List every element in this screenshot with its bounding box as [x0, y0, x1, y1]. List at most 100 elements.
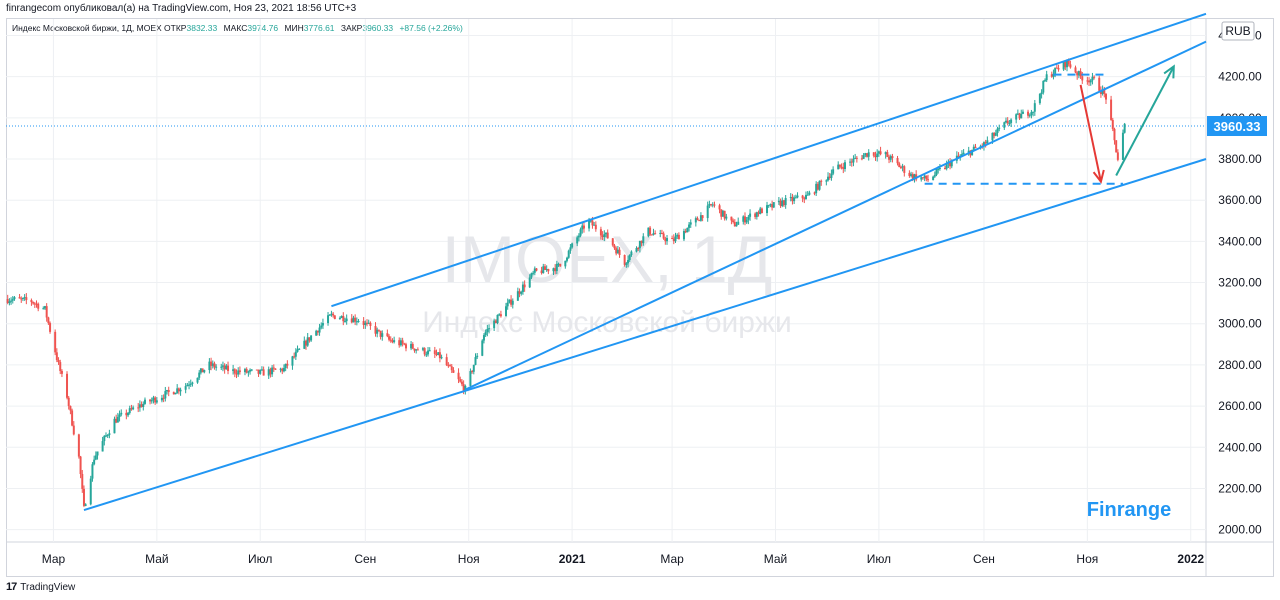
candle-body: [143, 399, 146, 404]
candle-body: [1081, 76, 1084, 81]
close-label: ЗАКР: [340, 23, 363, 33]
candle-body: [671, 238, 674, 240]
candle-body: [291, 356, 294, 366]
candle-body: [898, 163, 901, 168]
candle-body: [374, 325, 377, 334]
candle-body: [1066, 59, 1069, 68]
candle-body: [1050, 74, 1053, 77]
candle-body: [1110, 99, 1113, 120]
candle-body: [815, 183, 818, 194]
candle-body: [866, 153, 869, 157]
candle-body: [398, 340, 401, 346]
arrow-down[interactable]: [1079, 84, 1102, 182]
candle-body: [30, 300, 33, 303]
candle-body: [282, 368, 285, 372]
arrow-up-head-icon: [1163, 64, 1175, 79]
candle-body: [199, 368, 202, 373]
candle-body: [832, 169, 835, 174]
candle-body: [652, 233, 655, 235]
candle-body: [188, 384, 191, 386]
candle-body: [594, 224, 597, 230]
candle-body: [315, 330, 318, 336]
channel-line[interactable]: [83, 158, 1207, 512]
candle-body: [903, 166, 906, 173]
candle-body: [888, 156, 891, 160]
candle-body: [43, 306, 46, 309]
candle-body: [982, 142, 985, 147]
candle-body: [486, 328, 489, 332]
change-value: +87.56 (+2.26%): [399, 23, 463, 33]
candle-body: [447, 365, 450, 367]
candle-body: [745, 219, 748, 223]
candle-body: [577, 235, 580, 238]
candle-body: [488, 328, 491, 330]
candle-body: [757, 212, 760, 214]
candle-body: [101, 441, 104, 452]
candle-body: [793, 197, 796, 202]
candle-body: [945, 163, 948, 169]
candle-body: [260, 369, 263, 371]
candle-body: [855, 157, 858, 159]
candle-body: [198, 372, 201, 378]
candle-body: [638, 240, 641, 249]
candle-body: [599, 229, 602, 236]
candle-body: [321, 323, 324, 326]
candle-body: [566, 257, 569, 261]
candle-body: [1006, 120, 1009, 124]
candle-body: [1123, 123, 1126, 133]
candle-body: [128, 408, 131, 414]
open-label: ОТКР: [164, 23, 187, 33]
candle-body: [650, 234, 653, 236]
candle-body: [476, 355, 479, 358]
candle-body: [520, 291, 523, 294]
candle-body: [711, 204, 714, 206]
candle-body: [769, 204, 772, 206]
candle-body: [1067, 59, 1070, 65]
candle-body: [364, 322, 367, 325]
candle-body: [1086, 80, 1089, 82]
candle-body: [772, 202, 775, 208]
candle-body: [293, 356, 296, 358]
candle-body: [789, 196, 792, 199]
candle-body: [1077, 71, 1080, 76]
channel-line[interactable]: [331, 12, 1207, 308]
candle-body: [215, 366, 218, 368]
time-axis[interactable]: Мар Май Июл Сен Ноя 2021 Мар Май Июл Сен Ноя 2022: [42, 552, 1205, 566]
candle-body: [838, 164, 841, 167]
candle-body: [933, 174, 936, 177]
candle-body: [84, 504, 87, 506]
candle-body: [1113, 128, 1116, 141]
candle-body: [1043, 80, 1046, 82]
candle-body: [296, 349, 299, 352]
y-tick-label: 3000.00: [1218, 317, 1262, 331]
candle-body: [54, 331, 57, 353]
candle-body: [635, 248, 638, 252]
candle-body: [627, 260, 630, 264]
candle-body: [747, 216, 750, 220]
price-axis[interactable]: 2000.00 2200.00 2400.00 2600.00 2800.00 3000.…: [1207, 21, 1267, 537]
candle-body: [816, 183, 819, 190]
candle-body: [567, 250, 570, 258]
candle-body: [350, 318, 353, 323]
candle-body: [333, 315, 336, 319]
candle-body: [462, 384, 465, 392]
candle-body: [149, 399, 152, 402]
drawings[interactable]: [83, 12, 1207, 512]
candle-body: [708, 204, 711, 206]
candle-body: [605, 232, 607, 235]
candle-body: [713, 204, 716, 206]
high-label: МАКС: [223, 23, 248, 33]
candle-body: [342, 315, 345, 322]
open-value: 3832.33: [186, 23, 218, 33]
candle-body: [450, 366, 453, 371]
candle-body: [749, 213, 752, 217]
x-tick-label: Май: [764, 552, 788, 566]
candle-body: [552, 268, 555, 272]
candle-body: [660, 232, 663, 234]
channel-line[interactable]: [464, 40, 1207, 391]
candle-body: [362, 321, 365, 325]
candle-body: [369, 322, 372, 326]
arrow-up[interactable]: [1115, 65, 1175, 176]
footer: 17 TradingView: [6, 581, 75, 593]
